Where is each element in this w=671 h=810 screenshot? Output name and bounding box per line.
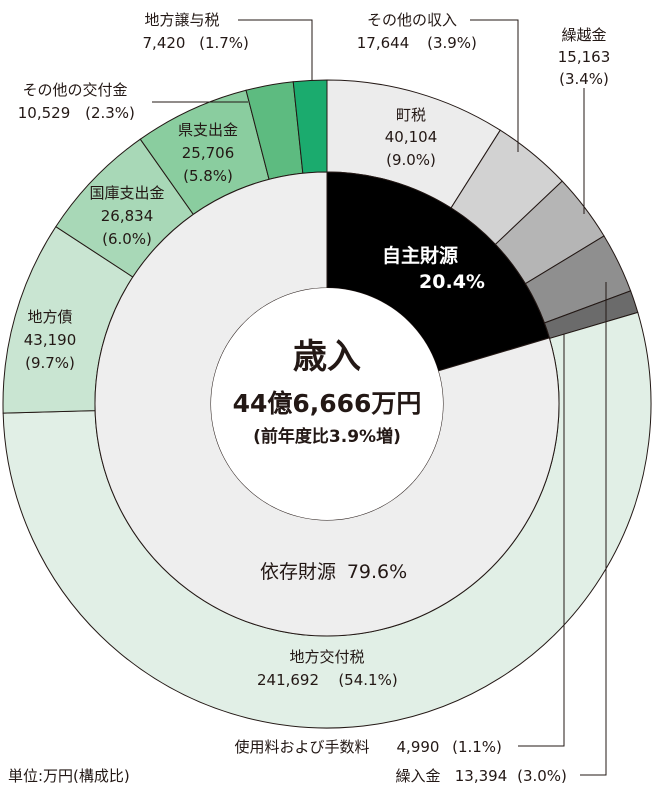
label-kurirekin-value: 13,394 [455, 767, 508, 785]
label-shiyoryo-pct: (1.1%) [452, 738, 502, 756]
center-title: 歳入 [293, 337, 361, 377]
label-sonota-koufukin-name: その他の交付金 [22, 81, 127, 99]
label-sonota-shunyu-value: 17,644 [357, 34, 410, 52]
label-kurikoshikin-value: 15,163 [558, 48, 611, 66]
inner-label-pct-izon: 79.6% [347, 561, 407, 583]
inner-label-pct-jishu: 20.4% [419, 271, 485, 293]
label-kurikoshikin-name: 繰越金 [561, 26, 606, 44]
label-kurirekin-name: 繰入金 [395, 767, 440, 785]
inner-label-name-jishu: 自主財源 [382, 244, 458, 267]
leader-lines [152, 19, 607, 776]
label-chihoukoufuzei-value: 241,692 [257, 671, 319, 689]
leader-chihoujoyozei [238, 19, 313, 80]
label-ken-pct: (5.8%) [183, 167, 233, 185]
label-chihoukoufuzei-pct: (54.1%) [338, 671, 397, 689]
label-chihousai-pct: (9.7%) [25, 354, 75, 372]
label-chihousai-value: 43,190 [24, 331, 77, 349]
label-chihoujoyozei-pct: (1.7%) [199, 34, 249, 52]
leader-shiyoryo [518, 334, 565, 747]
label-chihoujoyozei-name: 地方譲与税 [144, 11, 219, 29]
label-kokko-name: 国庫支出金 [89, 184, 164, 202]
label-chihoujoyozei-value: 7,420 [143, 34, 186, 52]
label-chihousai-name: 地方債 [27, 308, 72, 326]
label-ken-value: 25,706 [182, 144, 235, 162]
label-shiyoryo-value: 4,990 [397, 738, 440, 756]
center-change: (前年度比3.9%増) [253, 426, 401, 447]
label-chouzei-pct: (9.0%) [386, 151, 436, 169]
label-kokko-value: 26,834 [101, 207, 154, 225]
leader-kurirekin [580, 282, 607, 776]
label-kokko-pct: (6.0%) [102, 230, 152, 248]
leader-sonota-shunyu [470, 19, 519, 152]
inner-label-name-izon: 依存財源 [260, 561, 336, 583]
outer-ring [2, 79, 652, 729]
label-chihoukoufuzei-name: 地方交付税 [289, 648, 364, 666]
label-sonota-shunyu-name: その他の収入 [367, 11, 457, 29]
label-chouzei-name: 町税 [396, 106, 426, 124]
label-kurirekin-pct: (3.0%) [517, 767, 567, 785]
label-kurikoshikin-pct: (3.4%) [559, 70, 609, 88]
label-sonota-shunyu-pct: (3.9%) [427, 34, 477, 52]
label-sonota-koufukin-value: 10,529 [18, 104, 71, 122]
center-hole [211, 288, 443, 520]
center-total: 44億6,666万円 [233, 389, 422, 418]
label-shiyoryo-name: 使用料および手数料 [234, 738, 369, 756]
label-chouzei-value: 40,104 [385, 128, 438, 146]
label-sonota-koufukin-pct: (2.3%) [85, 104, 135, 122]
unit-note: 単位:万円(構成比) [8, 767, 130, 785]
label-ken-name: 県支出金 [178, 121, 238, 139]
